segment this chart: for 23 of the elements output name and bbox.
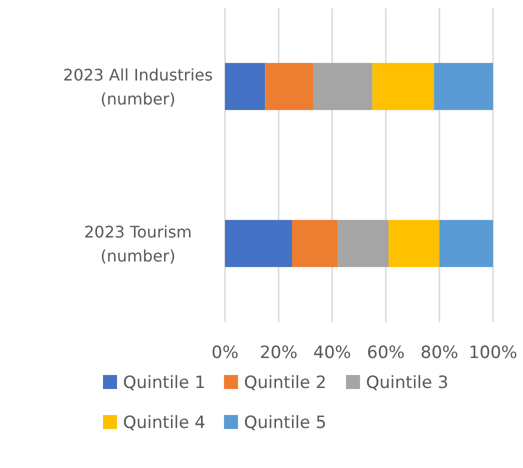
legend-label: Quintile 2: [244, 373, 326, 393]
legend-label: Quintile 3: [366, 373, 448, 393]
legend-label: Quintile 4: [123, 413, 206, 433]
bar: [225, 62, 266, 110]
bar: [338, 220, 388, 268]
bar: [225, 220, 292, 268]
x-tick-label: 80%: [420, 343, 458, 363]
x-tick-label: 40%: [313, 343, 352, 363]
bar: [434, 62, 493, 110]
bar: [292, 220, 338, 268]
x-tick-label: 100%: [468, 343, 518, 363]
legend-label: Quintile 1: [123, 373, 206, 393]
legend-label: Quintile 5: [244, 413, 326, 433]
bar: [439, 220, 493, 268]
bar: [313, 62, 372, 110]
x-tick-label: 60%: [366, 343, 405, 363]
bar: [372, 62, 434, 110]
bar: [265, 62, 314, 110]
bar: [388, 220, 440, 268]
y-tick-label: 2023 All Industries (number): [63, 66, 213, 108]
x-tick-label: 20%: [260, 343, 298, 363]
x-tick-label: 0%: [212, 343, 238, 363]
y-tick-label: 2023 Tourism (number): [84, 222, 192, 266]
